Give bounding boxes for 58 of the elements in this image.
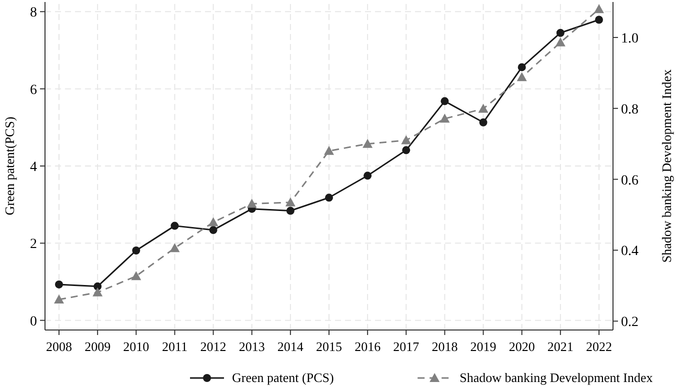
- point: [401, 135, 412, 144]
- point: [362, 138, 373, 148]
- x-tick-label: 2013: [238, 339, 265, 354]
- point: [364, 172, 372, 180]
- x-tick-label: 2015: [316, 339, 342, 354]
- point: [478, 104, 488, 113]
- y2-tick-label: 0.6: [621, 173, 638, 188]
- y2-tick-label: 0.8: [621, 102, 638, 118]
- x-tick-label: 2020: [508, 339, 535, 354]
- point: [440, 97, 449, 106]
- point: [208, 217, 218, 226]
- point: [516, 72, 527, 82]
- x-tick-label: 2011: [162, 339, 188, 354]
- x-tick-label: 2016: [354, 339, 382, 354]
- x-tick-label: 2014: [277, 339, 304, 354]
- x-tick-label: 2021: [547, 339, 574, 354]
- y2-axis-title: Shadow banking Development Index: [659, 68, 674, 263]
- point: [54, 294, 64, 304]
- point: [132, 246, 140, 255]
- x-tick-label: 2012: [200, 339, 226, 354]
- y-axis-title: Green patent(PCS): [2, 116, 17, 216]
- x-tick-label: 2008: [46, 339, 72, 354]
- x-tick-label: 2018: [432, 339, 458, 354]
- x-tick-label: 2017: [393, 339, 420, 354]
- y-tick-label: 4: [30, 160, 37, 175]
- x-tick-label: 2019: [470, 339, 496, 354]
- point: [402, 146, 410, 154]
- point: [92, 287, 103, 296]
- point: [324, 146, 334, 155]
- point: [131, 271, 142, 280]
- point: [246, 198, 257, 208]
- legend-label: Shadow banking Development Index: [460, 370, 654, 385]
- y-tick-label: 8: [30, 6, 37, 21]
- x-tick-label: 2022: [586, 339, 612, 354]
- point: [170, 243, 180, 252]
- point: [286, 206, 294, 215]
- point: [440, 114, 450, 123]
- point: [94, 282, 102, 290]
- y2-tick-label: 0.2: [621, 315, 638, 330]
- x-tick-label: 2009: [84, 339, 111, 354]
- point: [170, 222, 179, 230]
- point: [555, 37, 566, 46]
- y-tick-label: 2: [30, 237, 37, 252]
- y-tick-label: 0: [30, 314, 37, 330]
- point: [595, 16, 603, 24]
- x-tick-label: 2010: [123, 339, 150, 354]
- point: [55, 280, 63, 288]
- y2-tick-label: 0.4: [621, 244, 638, 260]
- point: [594, 4, 604, 14]
- point: [556, 28, 564, 37]
- y-tick-label: 6: [30, 82, 37, 98]
- point: [325, 194, 333, 202]
- y2-tick-label: 1.0: [621, 31, 638, 46]
- point: [479, 118, 488, 126]
- point: [518, 63, 526, 72]
- point: [285, 197, 296, 206]
- point: [209, 226, 218, 234]
- legend-label: Green patent (PCS): [232, 370, 334, 385]
